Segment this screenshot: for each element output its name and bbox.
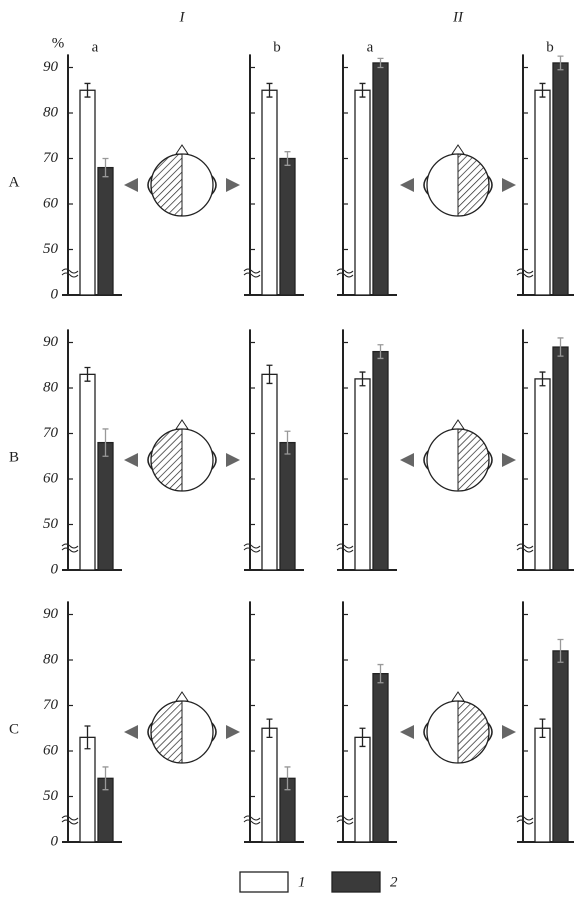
bar	[553, 63, 568, 295]
arrow-left	[124, 725, 138, 739]
axis-break	[62, 544, 78, 552]
nose	[452, 420, 464, 429]
bar	[535, 379, 550, 570]
bar	[535, 90, 550, 295]
y-tick-label: 90	[43, 59, 59, 75]
head-diagram	[400, 420, 516, 491]
hatched-half	[458, 429, 489, 491]
head-diagram	[400, 145, 516, 216]
bar	[262, 374, 277, 570]
bar	[280, 443, 295, 570]
hatched-half	[151, 429, 182, 491]
y-tick-label: 50	[43, 516, 59, 532]
panel-label: a	[367, 39, 374, 55]
nose	[452, 692, 464, 701]
arrow-right	[226, 725, 240, 739]
hatched-half	[458, 154, 489, 216]
arrow-right	[502, 725, 516, 739]
y-tick-label: 60	[43, 742, 59, 758]
axis-break	[62, 816, 78, 824]
bar	[373, 352, 388, 570]
y-tick-label: 70	[43, 697, 59, 713]
row-label: A	[9, 174, 20, 190]
nose	[176, 145, 188, 154]
bar	[355, 737, 370, 842]
row-label: C	[9, 721, 19, 737]
hatched-half	[151, 154, 182, 216]
axis-break	[517, 544, 533, 552]
y-tick-label: 50	[43, 788, 59, 804]
bar	[262, 728, 277, 842]
y-tick-label: 80	[43, 379, 59, 395]
head-diagram	[124, 692, 240, 763]
arrow-left	[400, 453, 414, 467]
arrow-right	[226, 178, 240, 192]
panel-label: b	[546, 39, 554, 55]
head-diagram	[124, 420, 240, 491]
page: {"figure": {"columns": ["I", "II"], "row…	[0, 0, 574, 904]
legend-label: 2	[390, 874, 398, 890]
figure: IIIABC05060708090%abab050607080900506070…	[0, 0, 574, 904]
y-tick-label: 80	[43, 104, 59, 120]
nose	[176, 692, 188, 701]
arrow-left	[400, 725, 414, 739]
nose	[176, 420, 188, 429]
axis-break	[244, 544, 260, 552]
bar	[355, 379, 370, 570]
bar	[355, 90, 370, 295]
axis-break	[62, 269, 78, 277]
bar	[262, 90, 277, 295]
hatched-half	[151, 701, 182, 763]
column-label: I	[179, 9, 186, 25]
bar	[80, 374, 95, 570]
axis-break	[244, 816, 260, 824]
legend-swatch	[332, 872, 380, 892]
arrow-right	[226, 453, 240, 467]
arrow-left	[124, 453, 138, 467]
legend-label: 1	[298, 874, 306, 890]
y-tick-label: 80	[43, 651, 59, 667]
axis-break	[337, 816, 353, 824]
panel-label: a	[92, 39, 99, 55]
nose	[452, 145, 464, 154]
bar	[553, 347, 568, 570]
y-tick-label: 0	[51, 833, 59, 849]
bar	[535, 728, 550, 842]
bar	[98, 443, 113, 570]
axis-break	[337, 544, 353, 552]
legend-swatch	[240, 872, 288, 892]
row-label: B	[9, 449, 19, 465]
y-tick-label: 60	[43, 470, 59, 486]
hatched-half	[458, 701, 489, 763]
bar	[373, 63, 388, 295]
y-tick-label: 60	[43, 195, 59, 211]
bar	[373, 674, 388, 842]
bar	[98, 168, 113, 295]
panel-label: b	[273, 39, 281, 55]
column-label: II	[452, 9, 464, 25]
arrow-left	[400, 178, 414, 192]
y-tick-label: 70	[43, 425, 59, 441]
y-tick-label: 90	[43, 606, 59, 622]
axis-break	[517, 269, 533, 277]
bar	[80, 90, 95, 295]
arrow-left	[124, 178, 138, 192]
arrow-right	[502, 453, 516, 467]
y-tick-label: 90	[43, 334, 59, 350]
axis-break	[337, 269, 353, 277]
bar	[553, 651, 568, 842]
y-tick-label: 0	[51, 286, 59, 302]
y-tick-label: 70	[43, 150, 59, 166]
y-axis-label: %	[52, 35, 65, 51]
y-tick-label: 0	[51, 561, 59, 577]
arrow-right	[502, 178, 516, 192]
y-tick-label: 50	[43, 241, 59, 257]
axis-break	[244, 269, 260, 277]
head-diagram	[124, 145, 240, 216]
head-diagram	[400, 692, 516, 763]
axis-break	[517, 816, 533, 824]
bar	[80, 737, 95, 842]
bar	[280, 159, 295, 296]
